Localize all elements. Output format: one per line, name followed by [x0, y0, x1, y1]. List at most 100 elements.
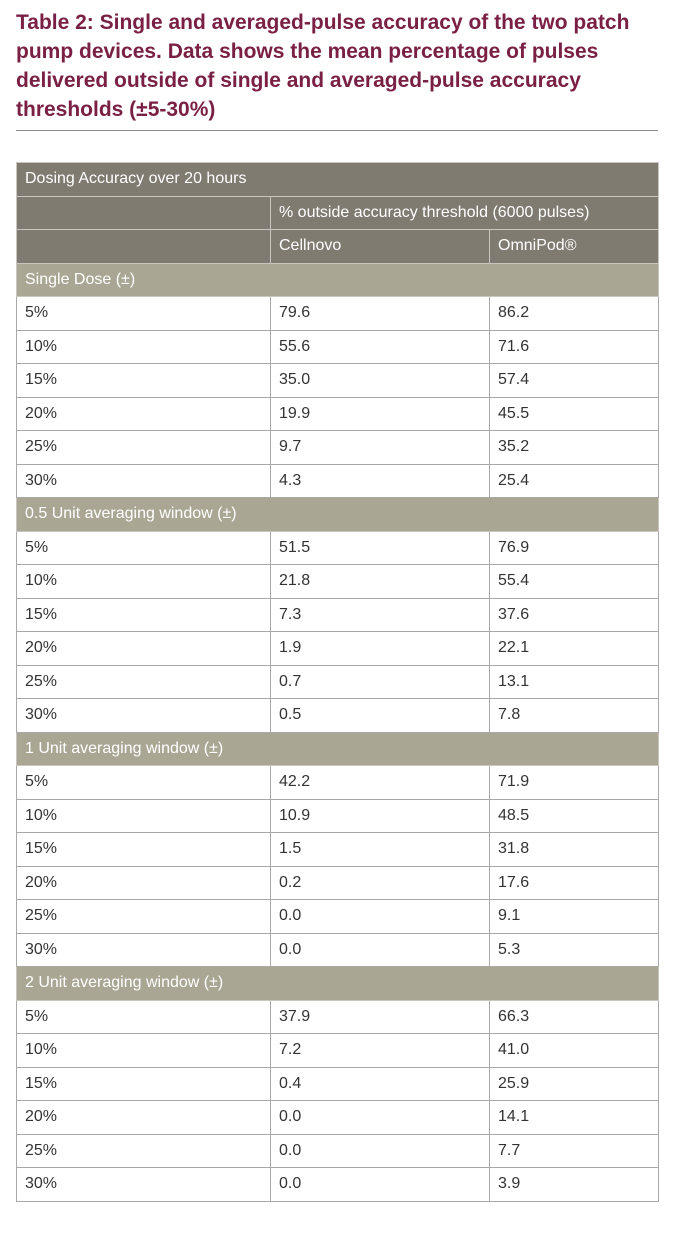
cellnovo-value-cell: 37.9 — [270, 999, 490, 1034]
omnipod-value-cell: 86.2 — [488, 296, 660, 331]
column-header-row: Cellnovo OmniPod® — [16, 229, 660, 264]
threshold-cell: 20% — [16, 865, 271, 900]
omnipod-value-cell: 7.8 — [488, 698, 660, 733]
cellnovo-value-cell: 19.9 — [270, 396, 490, 431]
omnipod-value-cell: 71.6 — [488, 329, 660, 364]
threshold-cell: 10% — [16, 329, 271, 364]
empty-header-cell — [16, 229, 271, 264]
threshold-cell: 10% — [16, 1033, 271, 1068]
section-header-row: Single Dose (±) — [15, 262, 660, 297]
cellnovo-value-cell: 0.4 — [270, 1066, 490, 1101]
threshold-cell: 30% — [16, 698, 271, 733]
cellnovo-value-cell: 0.2 — [270, 865, 490, 900]
table-row: 20% 0.0 14.1 — [16, 1100, 660, 1135]
table-row: 10% 10.9 48.5 — [16, 798, 660, 833]
threshold-cell: 25% — [16, 899, 271, 934]
table-title: Dosing Accuracy over 20 hours — [15, 162, 660, 197]
omnipod-value-cell: 48.5 — [488, 798, 660, 833]
omnipod-value-cell: 31.8 — [488, 832, 660, 867]
group-header-row: % outside accuracy threshold (6000 pulse… — [16, 195, 660, 230]
section-label: Single Dose (±) — [15, 262, 660, 297]
omnipod-value-cell: 55.4 — [488, 564, 660, 599]
omnipod-value-cell: 57.4 — [488, 363, 660, 398]
table-row: 5% 79.6 86.2 — [16, 296, 660, 331]
section-label: 1 Unit averaging window (±) — [15, 731, 660, 766]
table-row: 30% 0.0 5.3 — [16, 932, 660, 967]
table-row: 20% 19.9 45.5 — [16, 396, 660, 431]
threshold-cell: 5% — [16, 530, 271, 565]
section-header-row: 2 Unit averaging window (±) — [15, 966, 660, 1001]
threshold-cell: 30% — [16, 1167, 271, 1202]
omnipod-value-cell: 14.1 — [488, 1100, 660, 1135]
cellnovo-value-cell: 0.0 — [270, 1100, 490, 1135]
threshold-cell: 30% — [16, 932, 271, 967]
cellnovo-value-cell: 0.5 — [270, 698, 490, 733]
cellnovo-value-cell: 9.7 — [270, 430, 490, 465]
omnipod-value-cell: 17.6 — [488, 865, 660, 900]
omnipod-value-cell: 25.4 — [488, 463, 660, 498]
cellnovo-value-cell: 55.6 — [270, 329, 490, 364]
table-caption: Table 2: Single and averaged-pulse accur… — [16, 11, 630, 121]
table-row: 5% 51.5 76.9 — [16, 530, 660, 565]
table-row: 20% 0.2 17.6 — [16, 865, 660, 900]
table-row: 5% 42.2 71.9 — [16, 765, 660, 800]
table-row: 30% 0.5 7.8 — [16, 698, 660, 733]
threshold-cell: 15% — [16, 597, 271, 632]
threshold-cell: 10% — [16, 798, 271, 833]
threshold-cell: 20% — [16, 631, 271, 666]
cellnovo-value-cell: 51.5 — [270, 530, 490, 565]
table-row: 25% 0.0 7.7 — [16, 1133, 660, 1168]
cellnovo-value-cell: 0.0 — [270, 1133, 490, 1168]
omnipod-value-cell: 25.9 — [488, 1066, 660, 1101]
cellnovo-value-cell: 42.2 — [270, 765, 490, 800]
cellnovo-value-cell: 35.0 — [270, 363, 490, 398]
cellnovo-value-cell: 0.0 — [270, 932, 490, 967]
table-row: 15% 7.3 37.6 — [16, 597, 660, 632]
table-row: 10% 55.6 71.6 — [16, 329, 660, 364]
table-row: 30% 4.3 25.4 — [16, 463, 660, 498]
cellnovo-value-cell: 0.7 — [270, 664, 490, 699]
omnipod-value-cell: 5.3 — [488, 932, 660, 967]
omnipod-value-cell: 9.1 — [488, 899, 660, 934]
dosing-accuracy-table: Dosing Accuracy over 20 hours % outside … — [15, 162, 660, 1202]
section-label: 2 Unit averaging window (±) — [15, 966, 660, 1001]
omnipod-value-cell: 76.9 — [488, 530, 660, 565]
column-header-cellnovo: Cellnovo — [270, 229, 490, 264]
threshold-cell: 15% — [16, 832, 271, 867]
group-header: % outside accuracy threshold (6000 pulse… — [269, 195, 660, 230]
threshold-cell: 25% — [16, 664, 271, 699]
threshold-cell: 5% — [16, 999, 271, 1034]
table-row: 20% 1.9 22.1 — [16, 631, 660, 666]
threshold-cell: 25% — [16, 1133, 271, 1168]
table-row: 5% 37.9 66.3 — [16, 999, 660, 1034]
omnipod-value-cell: 7.7 — [488, 1133, 660, 1168]
section-header-row: 0.5 Unit averaging window (±) — [15, 497, 660, 532]
table-row: 25% 0.0 9.1 — [16, 899, 660, 934]
table-row: 25% 0.7 13.1 — [16, 664, 660, 699]
table-body: Dosing Accuracy over 20 hours % outside … — [15, 162, 660, 1202]
table-row: 15% 1.5 31.8 — [16, 832, 660, 867]
omnipod-value-cell: 41.0 — [488, 1033, 660, 1068]
omnipod-value-cell: 35.2 — [488, 430, 660, 465]
omnipod-value-cell: 3.9 — [488, 1167, 660, 1202]
empty-header-cell — [16, 195, 271, 230]
title-row: Dosing Accuracy over 20 hours — [15, 162, 660, 197]
section-header-row: 1 Unit averaging window (±) — [15, 731, 660, 766]
cellnovo-value-cell: 7.3 — [270, 597, 490, 632]
cellnovo-value-cell: 79.6 — [270, 296, 490, 331]
threshold-cell: 25% — [16, 430, 271, 465]
omnipod-value-cell: 13.1 — [488, 664, 660, 699]
table-row: 10% 7.2 41.0 — [16, 1033, 660, 1068]
threshold-cell: 30% — [16, 463, 271, 498]
table-row: 30% 0.0 3.9 — [16, 1167, 660, 1202]
threshold-cell: 10% — [16, 564, 271, 599]
cellnovo-value-cell: 1.5 — [270, 832, 490, 867]
table-row: 15% 35.0 57.4 — [16, 363, 660, 398]
threshold-cell: 5% — [16, 765, 271, 800]
caption-divider — [16, 130, 658, 131]
cellnovo-value-cell: 0.0 — [270, 899, 490, 934]
threshold-cell: 20% — [16, 396, 271, 431]
omnipod-value-cell: 66.3 — [488, 999, 660, 1034]
section-label: 0.5 Unit averaging window (±) — [15, 497, 660, 532]
cellnovo-value-cell: 10.9 — [270, 798, 490, 833]
